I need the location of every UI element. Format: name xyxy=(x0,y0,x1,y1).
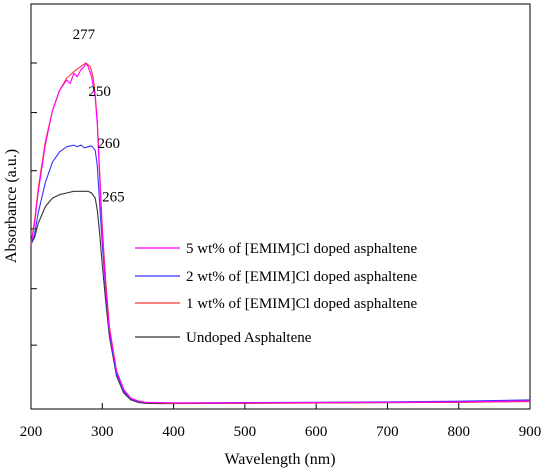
legend-label: 1 wt% of [EMIM]Cl doped asphaltene xyxy=(186,296,418,312)
peak-label: 265 xyxy=(102,189,125,205)
series-line xyxy=(30,62,531,404)
x-tick-label: 200 xyxy=(20,424,43,440)
x-axis-title: Wavelength (nm) xyxy=(224,451,335,468)
series-layer xyxy=(30,62,531,405)
x-tick-label: 900 xyxy=(519,424,542,440)
legend-label: 2 wt% of [EMIM]Cl doped asphaltene xyxy=(186,269,418,285)
x-tick-label: 700 xyxy=(376,424,399,440)
legend: 5 wt% of [EMIM]Cl doped asphaltene 2 wt% … xyxy=(135,241,418,346)
x-axis-ticks: 200 300 400 500 600 700 800 900 xyxy=(20,403,542,440)
plot-frame xyxy=(30,3,531,410)
x-tick-label: 600 xyxy=(305,424,328,440)
legend-label: 5 wt% of [EMIM]Cl doped asphaltene xyxy=(186,241,418,257)
legend-label: Undoped Asphaltene xyxy=(186,330,312,346)
y-axis-title: Absorbance (a.u.) xyxy=(3,149,20,263)
peak-annotations: 277 250 260 265 xyxy=(73,27,125,205)
x-tick-label: 500 xyxy=(234,424,257,440)
x-tick-label: 800 xyxy=(447,424,470,440)
x-tick-label: 400 xyxy=(162,424,185,440)
peak-label: 260 xyxy=(98,136,121,152)
peak-label: 277 xyxy=(73,27,96,43)
series-line xyxy=(30,62,531,404)
x-tick-label: 300 xyxy=(91,424,114,440)
peak-label: 250 xyxy=(88,84,111,100)
